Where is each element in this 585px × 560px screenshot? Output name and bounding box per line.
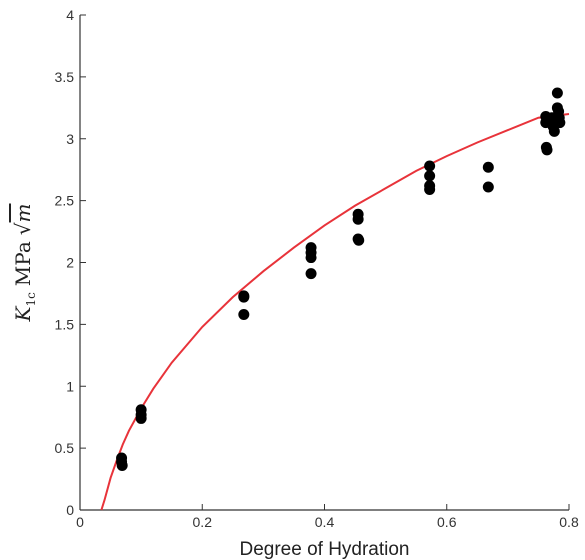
x-tick-label: 0.4 (315, 514, 335, 530)
data-points (116, 87, 566, 471)
data-point (135, 412, 147, 424)
data-point (424, 170, 436, 182)
y-label-sqrt-sign: √ (11, 222, 35, 235)
y-axis-ticks: 0 0.5 1 1.5 2 2.5 3 3.5 4 (55, 7, 86, 518)
y-tick-label: 0 (66, 502, 74, 518)
y-tick-label: 1.5 (55, 316, 75, 332)
y-label-symbol: K (11, 306, 35, 323)
data-point (353, 234, 365, 246)
data-point (305, 252, 317, 264)
data-point (238, 291, 250, 303)
y-tick-label: 3 (66, 131, 74, 147)
data-point (541, 144, 553, 156)
y-tick-label: 4 (66, 7, 74, 23)
x-tick-label: 0.2 (193, 514, 213, 530)
y-tick-label: 2 (66, 255, 74, 271)
y-label-subscript: 1c (24, 292, 38, 307)
fit-curve-line (100, 113, 570, 511)
plot-area: 0 0.5 1 1.5 2 2.5 3 3.5 4 0 0.2 0.4 0.6 0.8 (55, 7, 579, 530)
data-point (238, 308, 250, 320)
data-point (305, 268, 317, 280)
data-point (482, 161, 494, 173)
y-tick-label: 3.5 (55, 69, 75, 85)
y-label-unit: MPa (11, 241, 35, 286)
y-axis-label: K1c MPa √m (11, 204, 38, 323)
data-point (424, 160, 436, 172)
x-tick-label: 0.6 (437, 514, 457, 530)
y-axis-label-text: K1c MPa √m (11, 204, 38, 323)
data-point (554, 117, 566, 129)
x-tick-label: 0.8 (559, 514, 579, 530)
data-point (551, 87, 563, 99)
y-tick-label: 2.5 (55, 193, 75, 209)
data-point (116, 459, 128, 471)
x-axis-ticks: 0 0.2 0.4 0.6 0.8 (76, 504, 579, 530)
data-point (548, 125, 560, 137)
y-label-sqrt-arg: m (11, 204, 35, 223)
y-tick-label: 1 (66, 378, 74, 394)
x-tick-label: 0 (76, 514, 84, 530)
x-axis-label: Degree of Hydration (239, 539, 409, 560)
data-point (352, 213, 364, 225)
data-point (482, 181, 494, 193)
y-tick-label: 0.5 (55, 440, 75, 456)
data-point (424, 183, 436, 195)
